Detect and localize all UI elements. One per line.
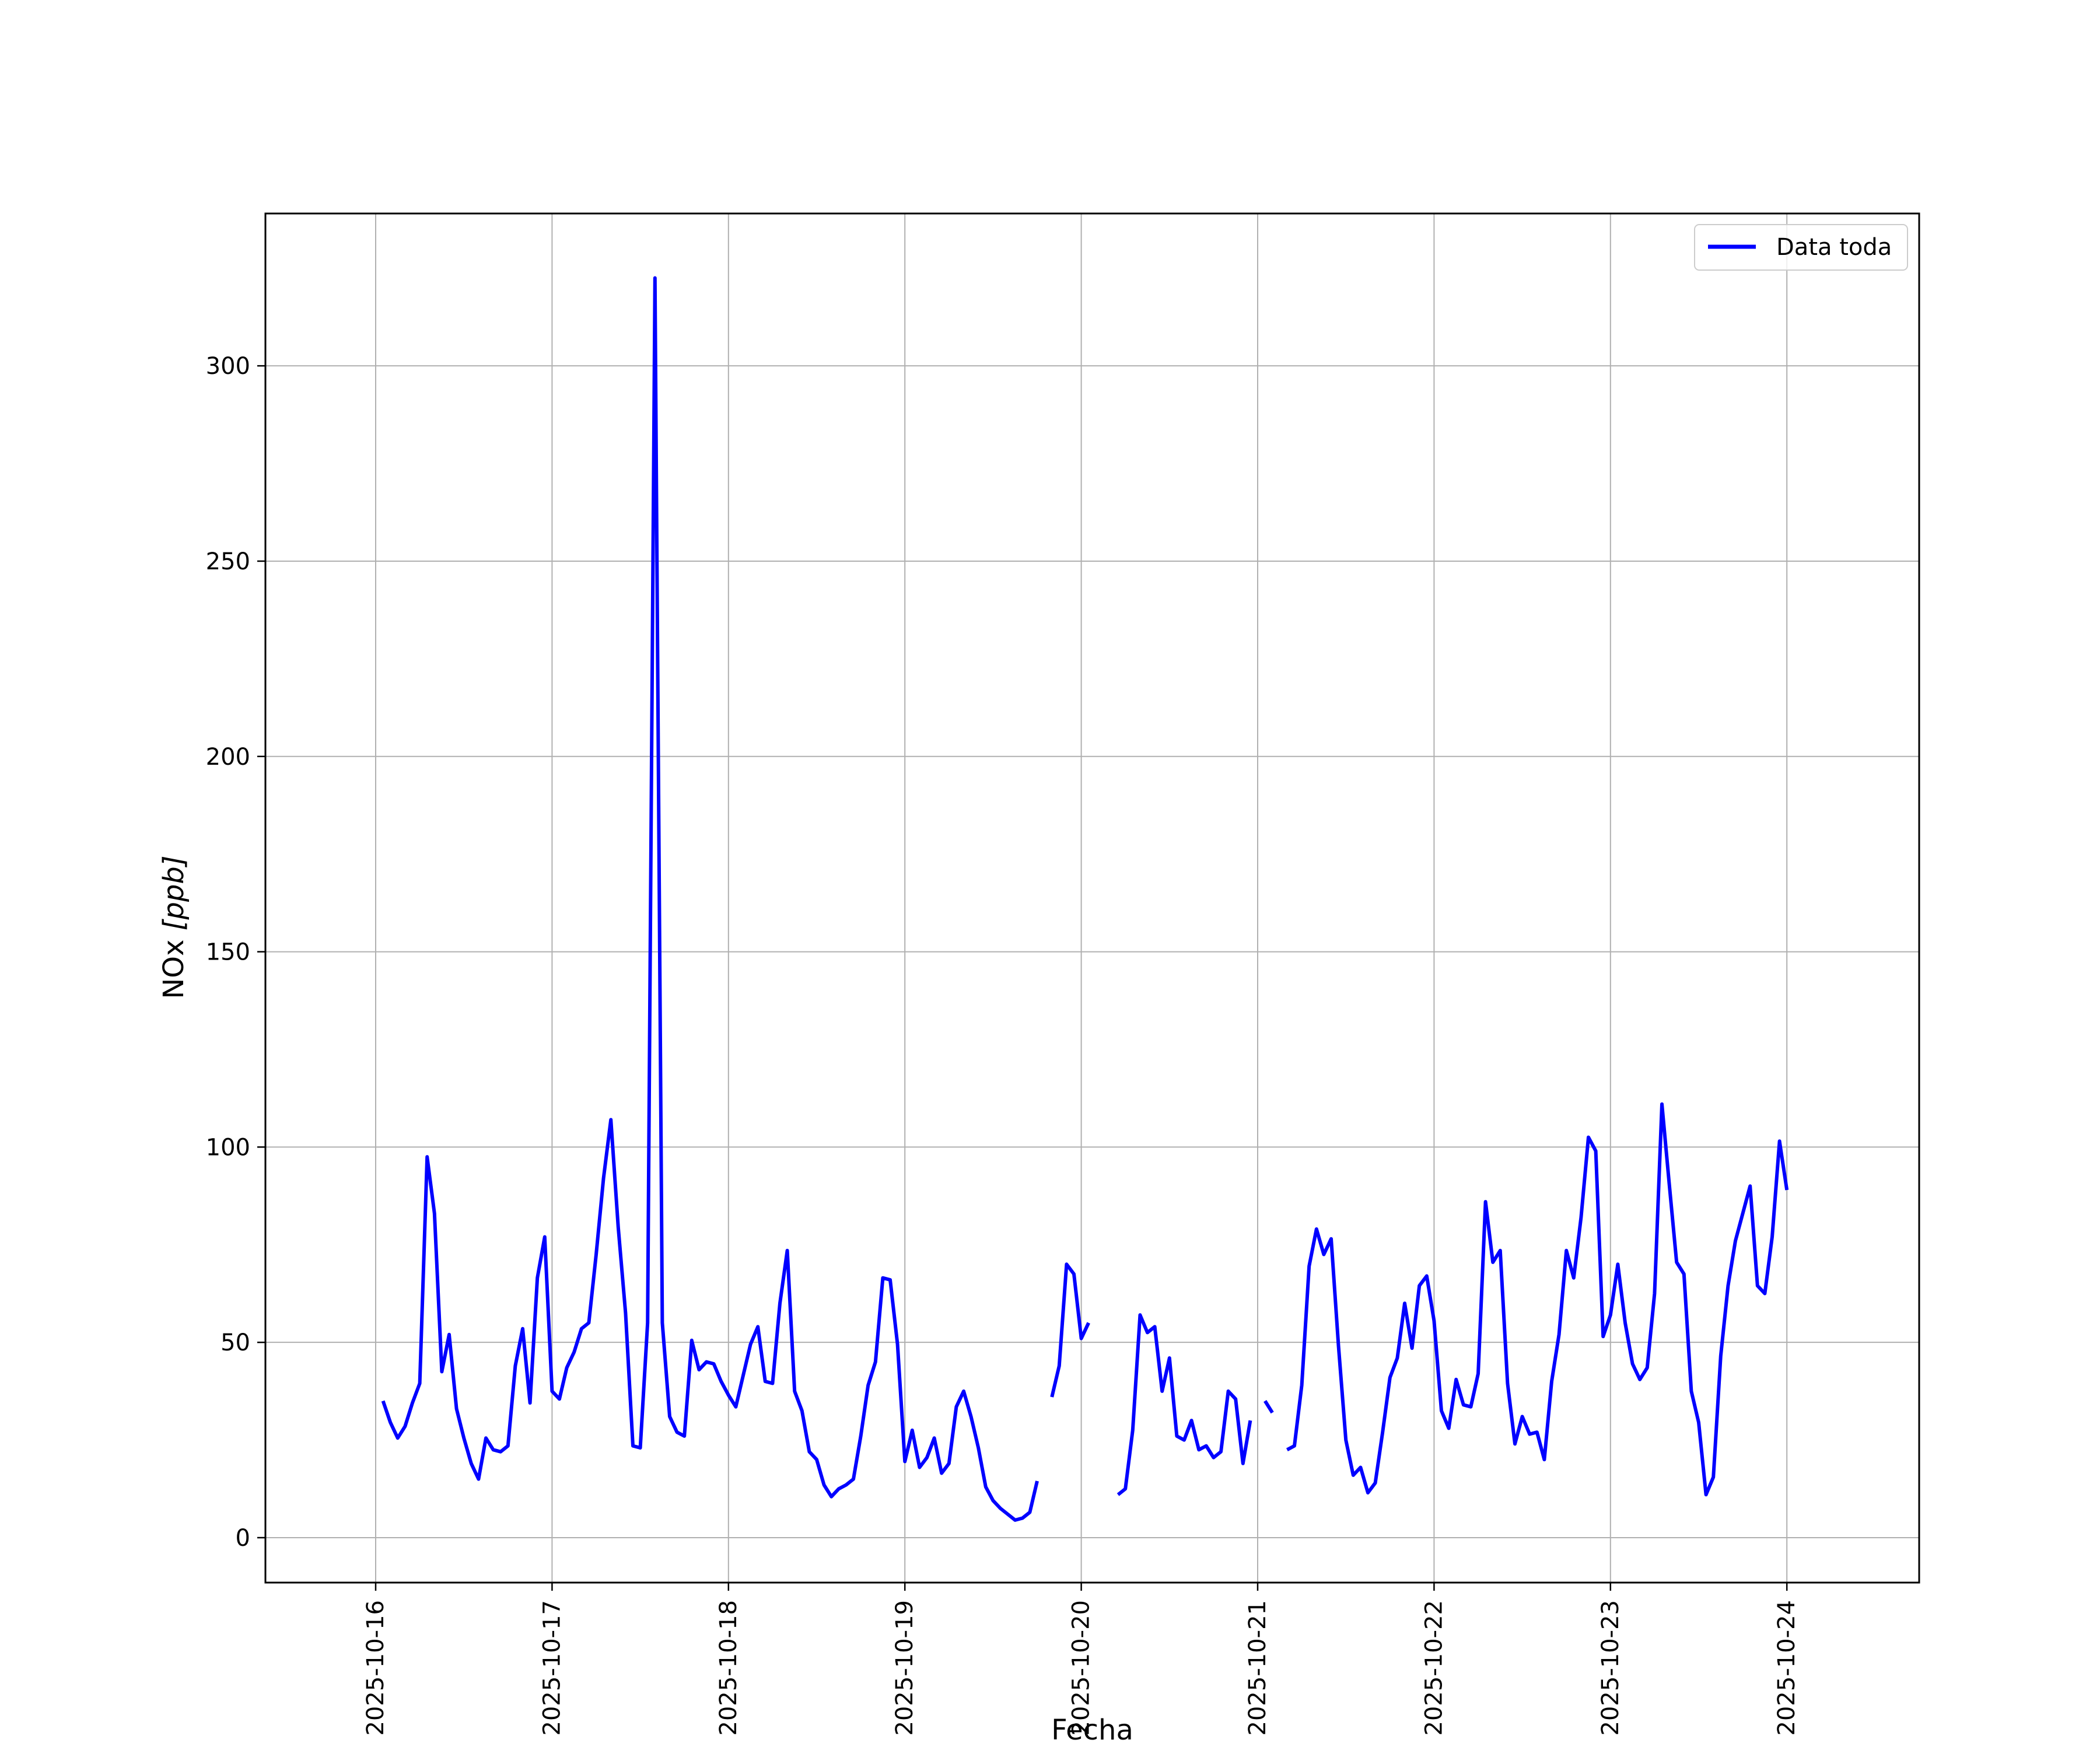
y-axis-title: NOx [ppb] xyxy=(158,855,190,999)
y-axis-title-main: NOx xyxy=(158,930,190,999)
x-tick-label: 2025-10-21 xyxy=(1244,1600,1271,1735)
x-axis-ticks: 2025-10-16 2025-10-17 2025-10-18 2025-10-19… xyxy=(362,1583,1800,1735)
x-tick-label: 2025-10-17 xyxy=(538,1600,565,1735)
y-axis-title-unit: [ppb] xyxy=(158,855,190,930)
y-axis-ticks: 0 50 100 150 200 250 300 xyxy=(206,353,265,1552)
y-tick-label: 200 xyxy=(206,744,250,771)
y-tick-label: 150 xyxy=(206,939,250,966)
y-tick-label: 250 xyxy=(206,548,250,575)
x-tick-label: 2025-10-18 xyxy=(715,1600,742,1735)
series-line-segment xyxy=(1050,1262,1090,1398)
x-tick-label: 2025-10-24 xyxy=(1773,1600,1800,1735)
x-tick-label: 2025-10-20 xyxy=(1068,1600,1095,1735)
series-line-segment xyxy=(1286,1102,1789,1497)
series-line-segment xyxy=(1116,1313,1252,1496)
x-tick-label: 2025-10-23 xyxy=(1597,1600,1624,1735)
x-tick-label: 2025-10-22 xyxy=(1420,1600,1447,1735)
y-tick-label: 300 xyxy=(206,353,250,380)
legend-label: Data toda xyxy=(1776,234,1892,261)
grid-lines xyxy=(265,214,1919,1583)
x-axis-title: Fecha xyxy=(1051,1714,1133,1746)
plot-area-frame xyxy=(264,212,1920,1584)
y-tick-label: 0 xyxy=(236,1525,250,1552)
legend: Data toda xyxy=(1694,224,1908,271)
data-series xyxy=(381,276,1789,1522)
y-tick-label: 50 xyxy=(220,1329,250,1356)
x-tick-label: 2025-10-19 xyxy=(891,1600,918,1735)
legend-box xyxy=(1694,224,1908,271)
y-tick-label: 100 xyxy=(206,1134,250,1161)
series-line-segment xyxy=(381,276,1039,1522)
x-tick-label: 2025-10-16 xyxy=(362,1600,389,1735)
series-line-segment xyxy=(1264,1400,1274,1414)
